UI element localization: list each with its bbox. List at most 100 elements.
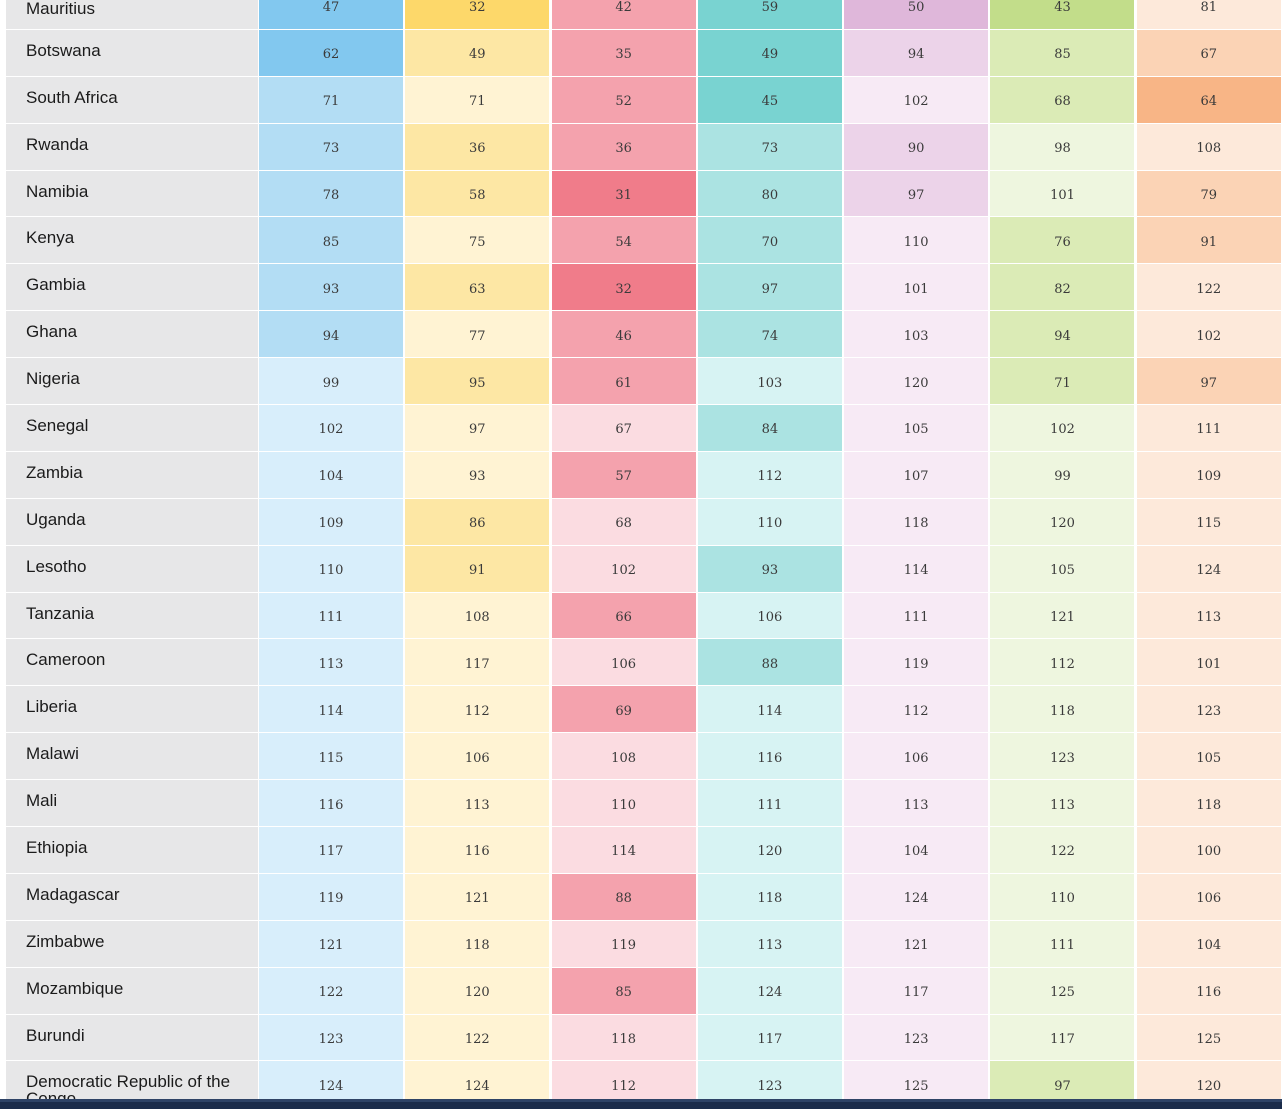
- rank-cell-col-6: 85: [990, 29, 1135, 77]
- rank-cell-col-4: 116: [697, 733, 842, 781]
- country-name: Burundi: [6, 1014, 258, 1062]
- rank-cell-col-5: 113: [844, 780, 989, 828]
- rank-cell-col-2: 97: [405, 405, 550, 452]
- rank-cell-col-1: 110: [259, 545, 403, 593]
- rank-cell-col-3: 36: [551, 123, 696, 171]
- rank-cell-col-5: 110: [844, 217, 989, 265]
- rank-cell-col-4: 80: [697, 170, 842, 218]
- rank-cell-col-7: 102: [1136, 311, 1281, 359]
- rank-cell-col-5: 101: [844, 264, 989, 312]
- table-row: Nigeria 99 95 61 103 120 71 97: [6, 358, 1282, 406]
- rank-cell-col-1: 104: [259, 451, 403, 499]
- rank-cell-col-4: 70: [697, 217, 842, 265]
- rank-cell-col-6: 112: [990, 639, 1135, 687]
- rank-cell-col-3: 31: [551, 170, 696, 218]
- rank-cell-col-3: 114: [551, 827, 696, 874]
- rank-cell-col-7: 100: [1136, 827, 1281, 874]
- rank-cell-col-1: 71: [259, 76, 403, 124]
- rank-cell-col-2: 86: [405, 498, 550, 546]
- country-name: Lesotho: [6, 545, 258, 593]
- rank-cell-col-2: 63: [405, 264, 550, 312]
- rank-cell-col-5: 102: [844, 76, 989, 124]
- rank-cell-col-2: 71: [405, 76, 550, 124]
- country-name: Rwanda: [6, 123, 258, 171]
- country-name: Uganda: [6, 498, 258, 546]
- rank-cell-col-4: 59: [697, 0, 842, 30]
- country-name: Mauritius: [6, 0, 258, 30]
- rank-cell-col-7: 120: [1136, 1061, 1281, 1099]
- rank-cell-col-3: 106: [551, 639, 696, 687]
- rank-cell-col-1: 94: [259, 311, 403, 359]
- rank-cell-col-7: 101: [1136, 639, 1281, 687]
- rank-cell-col-2: 75: [405, 217, 550, 265]
- rank-cell-col-7: 111: [1136, 405, 1281, 452]
- rank-cell-col-1: 78: [259, 170, 403, 218]
- rank-cell-col-6: 98: [990, 123, 1135, 171]
- rank-cell-col-5: 94: [844, 29, 989, 77]
- rank-cell-col-4: 113: [697, 920, 842, 968]
- rank-cell-col-3: 69: [551, 686, 696, 734]
- rank-cell-col-7: 105: [1136, 733, 1281, 781]
- country-name: South Africa: [6, 76, 258, 124]
- table-row: Burundi 123 122 118 117 123 117 125: [6, 1014, 1282, 1062]
- rank-cell-col-5: 50: [844, 0, 989, 30]
- rank-cell-col-6: 111: [990, 920, 1135, 968]
- rank-cell-col-6: 113: [990, 780, 1135, 828]
- rank-cell-col-6: 121: [990, 592, 1135, 640]
- table-row: Zimbabwe 121 118 119 113 121 111 104: [6, 920, 1282, 968]
- rank-cell-col-3: 108: [551, 733, 696, 781]
- table-row: Mauritius 47 32 42 59 50 43 81: [6, 0, 1282, 30]
- country-name: Ghana: [6, 311, 258, 359]
- rank-cell-col-4: 88: [697, 639, 842, 687]
- rank-cell-col-7: 64: [1136, 76, 1281, 124]
- rank-cell-col-4: 124: [697, 967, 842, 1015]
- rank-cell-col-4: 117: [697, 1014, 842, 1062]
- rank-cell-col-3: 61: [551, 358, 696, 406]
- table-row: Democratic Republic of the Congo 124 124 11…: [6, 1061, 1282, 1099]
- rank-cell-col-2: 121: [405, 873, 550, 921]
- rank-cell-col-6: 118: [990, 686, 1135, 734]
- rank-cell-col-4: 84: [697, 405, 842, 452]
- rank-cell-col-2: 77: [405, 311, 550, 359]
- rank-cell-col-5: 105: [844, 405, 989, 452]
- rank-cell-col-1: 111: [259, 592, 403, 640]
- rank-cell-col-3: 110: [551, 780, 696, 828]
- table-row: Kenya 85 75 54 70 110 76 91: [6, 217, 1282, 265]
- rank-cell-col-3: 118: [551, 1014, 696, 1062]
- rank-cell-col-4: 111: [697, 780, 842, 828]
- country-name: Nigeria: [6, 358, 258, 406]
- rank-cell-col-7: 91: [1136, 217, 1281, 265]
- rank-cell-col-1: 123: [259, 1014, 403, 1062]
- rank-cell-col-6: 110: [990, 873, 1135, 921]
- country-name: Kenya: [6, 217, 258, 265]
- table-row: South Africa 71 71 52 45 102 68 64: [6, 76, 1282, 124]
- rank-cell-col-3: 46: [551, 311, 696, 359]
- rank-cell-col-7: 67: [1136, 29, 1281, 77]
- rank-cell-col-3: 119: [551, 920, 696, 968]
- rank-cell-col-4: 93: [697, 545, 842, 593]
- rank-cell-col-3: 102: [551, 545, 696, 593]
- rank-cell-col-1: 109: [259, 498, 403, 546]
- rank-cell-col-7: 81: [1136, 0, 1281, 30]
- rank-cell-col-1: 93: [259, 264, 403, 312]
- rank-cell-col-7: 125: [1136, 1014, 1281, 1062]
- country-name: Madagascar: [6, 873, 258, 921]
- rank-cell-col-6: 71: [990, 358, 1135, 406]
- rank-cell-col-6: 120: [990, 498, 1135, 546]
- rank-cell-col-7: 124: [1136, 545, 1281, 593]
- country-name: Botswana: [6, 29, 258, 77]
- country-name: Tanzania: [6, 592, 258, 640]
- rank-cell-col-5: 121: [844, 920, 989, 968]
- rank-cell-col-6: 97: [990, 1061, 1135, 1099]
- table-row: Senegal 102 97 67 84 105 102 111: [6, 405, 1282, 452]
- table-row: Mali 116 113 110 111 113 113 118: [6, 780, 1282, 828]
- rank-cell-col-5: 104: [844, 827, 989, 874]
- rank-cell-col-3: 42: [551, 0, 696, 30]
- rank-cell-col-4: 120: [697, 827, 842, 874]
- rank-cell-col-5: 106: [844, 733, 989, 781]
- rank-cell-col-7: 116: [1136, 967, 1281, 1015]
- rank-cell-col-3: 32: [551, 264, 696, 312]
- table-row: Madagascar 119 121 88 118 124 110 106: [6, 873, 1282, 921]
- rank-cell-col-3: 54: [551, 217, 696, 265]
